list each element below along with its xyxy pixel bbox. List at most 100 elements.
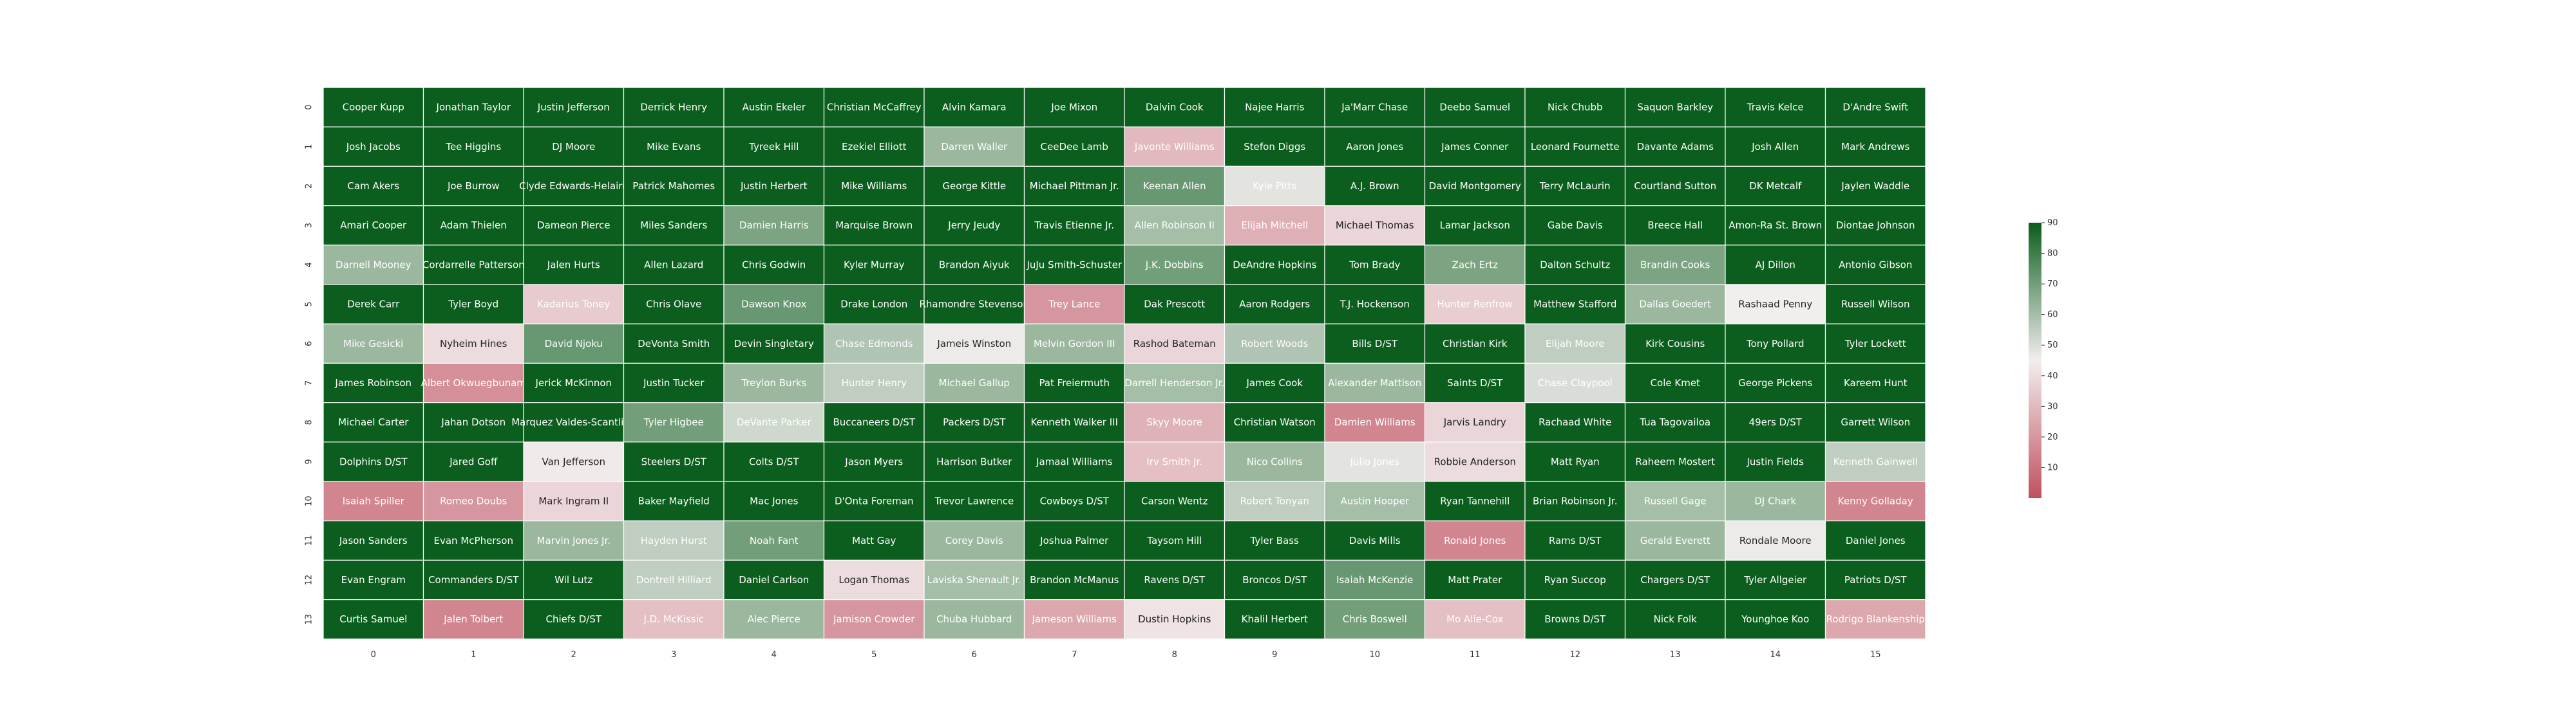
heatmap-cell xyxy=(1324,205,1426,246)
cell-label: Baker Mayfield xyxy=(638,496,710,507)
heatmap-cell xyxy=(523,87,625,127)
heatmap-cell xyxy=(723,245,825,285)
cell-label: Joe Mixon xyxy=(1050,102,1097,113)
heatmap-cell xyxy=(1824,559,1926,601)
cell-label: Elijah Mitchell xyxy=(1241,219,1308,231)
y-tick-label: 10 xyxy=(305,496,314,507)
cell-label: Ravens D/ST xyxy=(1144,574,1206,586)
cell-label: Kenneth Gainwell xyxy=(1833,456,1918,467)
heatmap-cell xyxy=(323,442,424,482)
heatmap-cell xyxy=(1524,126,1626,167)
heatmap-cell xyxy=(1424,323,1526,364)
heatmap-cell xyxy=(1023,165,1125,207)
cell-label: Davis Mills xyxy=(1349,535,1401,546)
heatmap-cell xyxy=(1324,245,1426,285)
heatmap-cell xyxy=(323,520,424,561)
colorbar-tick-label: 70 xyxy=(2047,279,2058,289)
cell-label: Amon-Ra St. Brown xyxy=(1728,219,1822,231)
cell-label: Nyheim Hines xyxy=(440,338,507,349)
cell-label: Colts D/ST xyxy=(749,456,799,467)
cell-label: Rashod Bateman xyxy=(1133,338,1216,349)
heatmap-cell xyxy=(422,599,524,640)
heatmap-cell xyxy=(723,284,825,324)
heatmap-cell xyxy=(1524,245,1626,285)
heatmap-cell xyxy=(523,599,625,640)
cell-label: Hayden Hurst xyxy=(641,535,707,546)
cell-label: Joshua Palmer xyxy=(1039,535,1109,546)
cell-label: Tony Pollard xyxy=(1746,338,1804,349)
cell-label: Kyle Pitts xyxy=(1253,180,1296,192)
heatmap-cell xyxy=(723,559,825,601)
x-tick-label: 1 xyxy=(471,650,476,660)
cell-label: Kenny Golladay xyxy=(1838,496,1913,507)
cell-label: Jarvis Landry xyxy=(1443,416,1506,428)
cell-label: Jamison Crowder xyxy=(833,613,915,625)
cell-label: Robbie Anderson xyxy=(1434,456,1516,467)
cell-label: Alec Pierce xyxy=(748,613,800,625)
heatmap-cell xyxy=(1424,442,1526,482)
cell-label: Amari Cooper xyxy=(340,219,407,231)
cell-label: Derek Carr xyxy=(347,299,400,310)
cell-label: Zach Ertz xyxy=(1452,259,1499,270)
heatmap-cell xyxy=(923,284,1025,324)
cell-label: Dalvin Cook xyxy=(1146,102,1204,113)
cell-label: Michael Thomas xyxy=(1336,219,1414,231)
heatmap-cell xyxy=(1124,323,1226,364)
heatmap-cell xyxy=(323,599,424,640)
cell-label: Harrison Butker xyxy=(936,456,1012,467)
heatmap-cell xyxy=(1824,245,1926,285)
heatmap-cell xyxy=(422,284,524,324)
y-tick-label: 7 xyxy=(305,380,314,386)
cell-label: Buccaneers D/ST xyxy=(833,416,916,428)
cell-label: Khalil Herbert xyxy=(1242,613,1308,625)
cell-label: Chargers D/ST xyxy=(1640,574,1710,586)
heatmap-cell xyxy=(523,284,625,324)
heatmap-cell xyxy=(1224,362,1325,404)
cell-label: Ronald Jones xyxy=(1444,535,1506,546)
cell-label: Travis Kelce xyxy=(1747,102,1804,113)
colorbar-tick-label: 30 xyxy=(2047,402,2058,411)
cell-label: CeeDee Lamb xyxy=(1041,141,1108,153)
cell-label: Gabe Davis xyxy=(1548,219,1603,231)
cell-label: Matt Ryan xyxy=(1551,456,1600,467)
cell-label: Corey Davis xyxy=(945,535,1003,546)
cell-label: Jalen Hurts xyxy=(547,259,600,270)
heatmap-cell xyxy=(1124,362,1226,404)
cell-label: James Conner xyxy=(1441,141,1509,153)
cell-label: George Kittle xyxy=(942,180,1006,192)
cell-label: Kareem Hunt xyxy=(1844,377,1908,389)
y-tick-label: 1 xyxy=(305,144,314,149)
cell-label: DeVonta Smith xyxy=(638,338,710,349)
heatmap-cell xyxy=(1124,284,1226,324)
heatmap-cell xyxy=(623,323,724,364)
cell-label: Russell Wilson xyxy=(1841,299,1910,310)
cell-label: Leonard Fournette xyxy=(1531,141,1620,153)
cell-label: Justin Fields xyxy=(1746,456,1804,467)
heatmap-cell xyxy=(923,362,1025,404)
heatmap-cell xyxy=(623,245,724,285)
heatmap-cell xyxy=(923,481,1025,521)
heatmap-cell xyxy=(1124,599,1226,640)
heatmap-cell xyxy=(823,126,925,167)
cell-label: Kenneth Walker III xyxy=(1030,416,1118,428)
heatmap-cell xyxy=(1424,481,1526,521)
cell-label: Travis Etienne Jr. xyxy=(1034,219,1114,231)
heatmap-cell xyxy=(422,126,524,167)
heatmap-cell xyxy=(623,165,724,207)
heatmap-cell xyxy=(823,323,925,364)
y-tick-label: 5 xyxy=(305,301,314,306)
cell-label: Jaylen Waddle xyxy=(1841,180,1909,192)
cell-label: Chuba Hubbard xyxy=(936,613,1012,625)
y-tick-label: 6 xyxy=(305,341,314,346)
cell-label: D'Onta Foreman xyxy=(835,496,913,507)
cell-label: Hunter Renfrow xyxy=(1437,299,1513,310)
cell-label: Curtis Samuel xyxy=(339,613,407,625)
heatmap-cell xyxy=(623,87,724,127)
heatmap-cell xyxy=(1524,205,1626,246)
x-axis-ticks: 0 1 2 3 4 5 6 7 8 9 10 11 12 13 14 15 xyxy=(371,650,1881,660)
cell-label: Marquez Valdes-Scantling xyxy=(511,416,636,428)
cell-label: Tyler Lockett xyxy=(1844,338,1906,349)
heatmap-cell xyxy=(523,165,625,207)
heatmap-cell xyxy=(523,481,625,521)
heatmap-cell xyxy=(1624,362,1726,404)
